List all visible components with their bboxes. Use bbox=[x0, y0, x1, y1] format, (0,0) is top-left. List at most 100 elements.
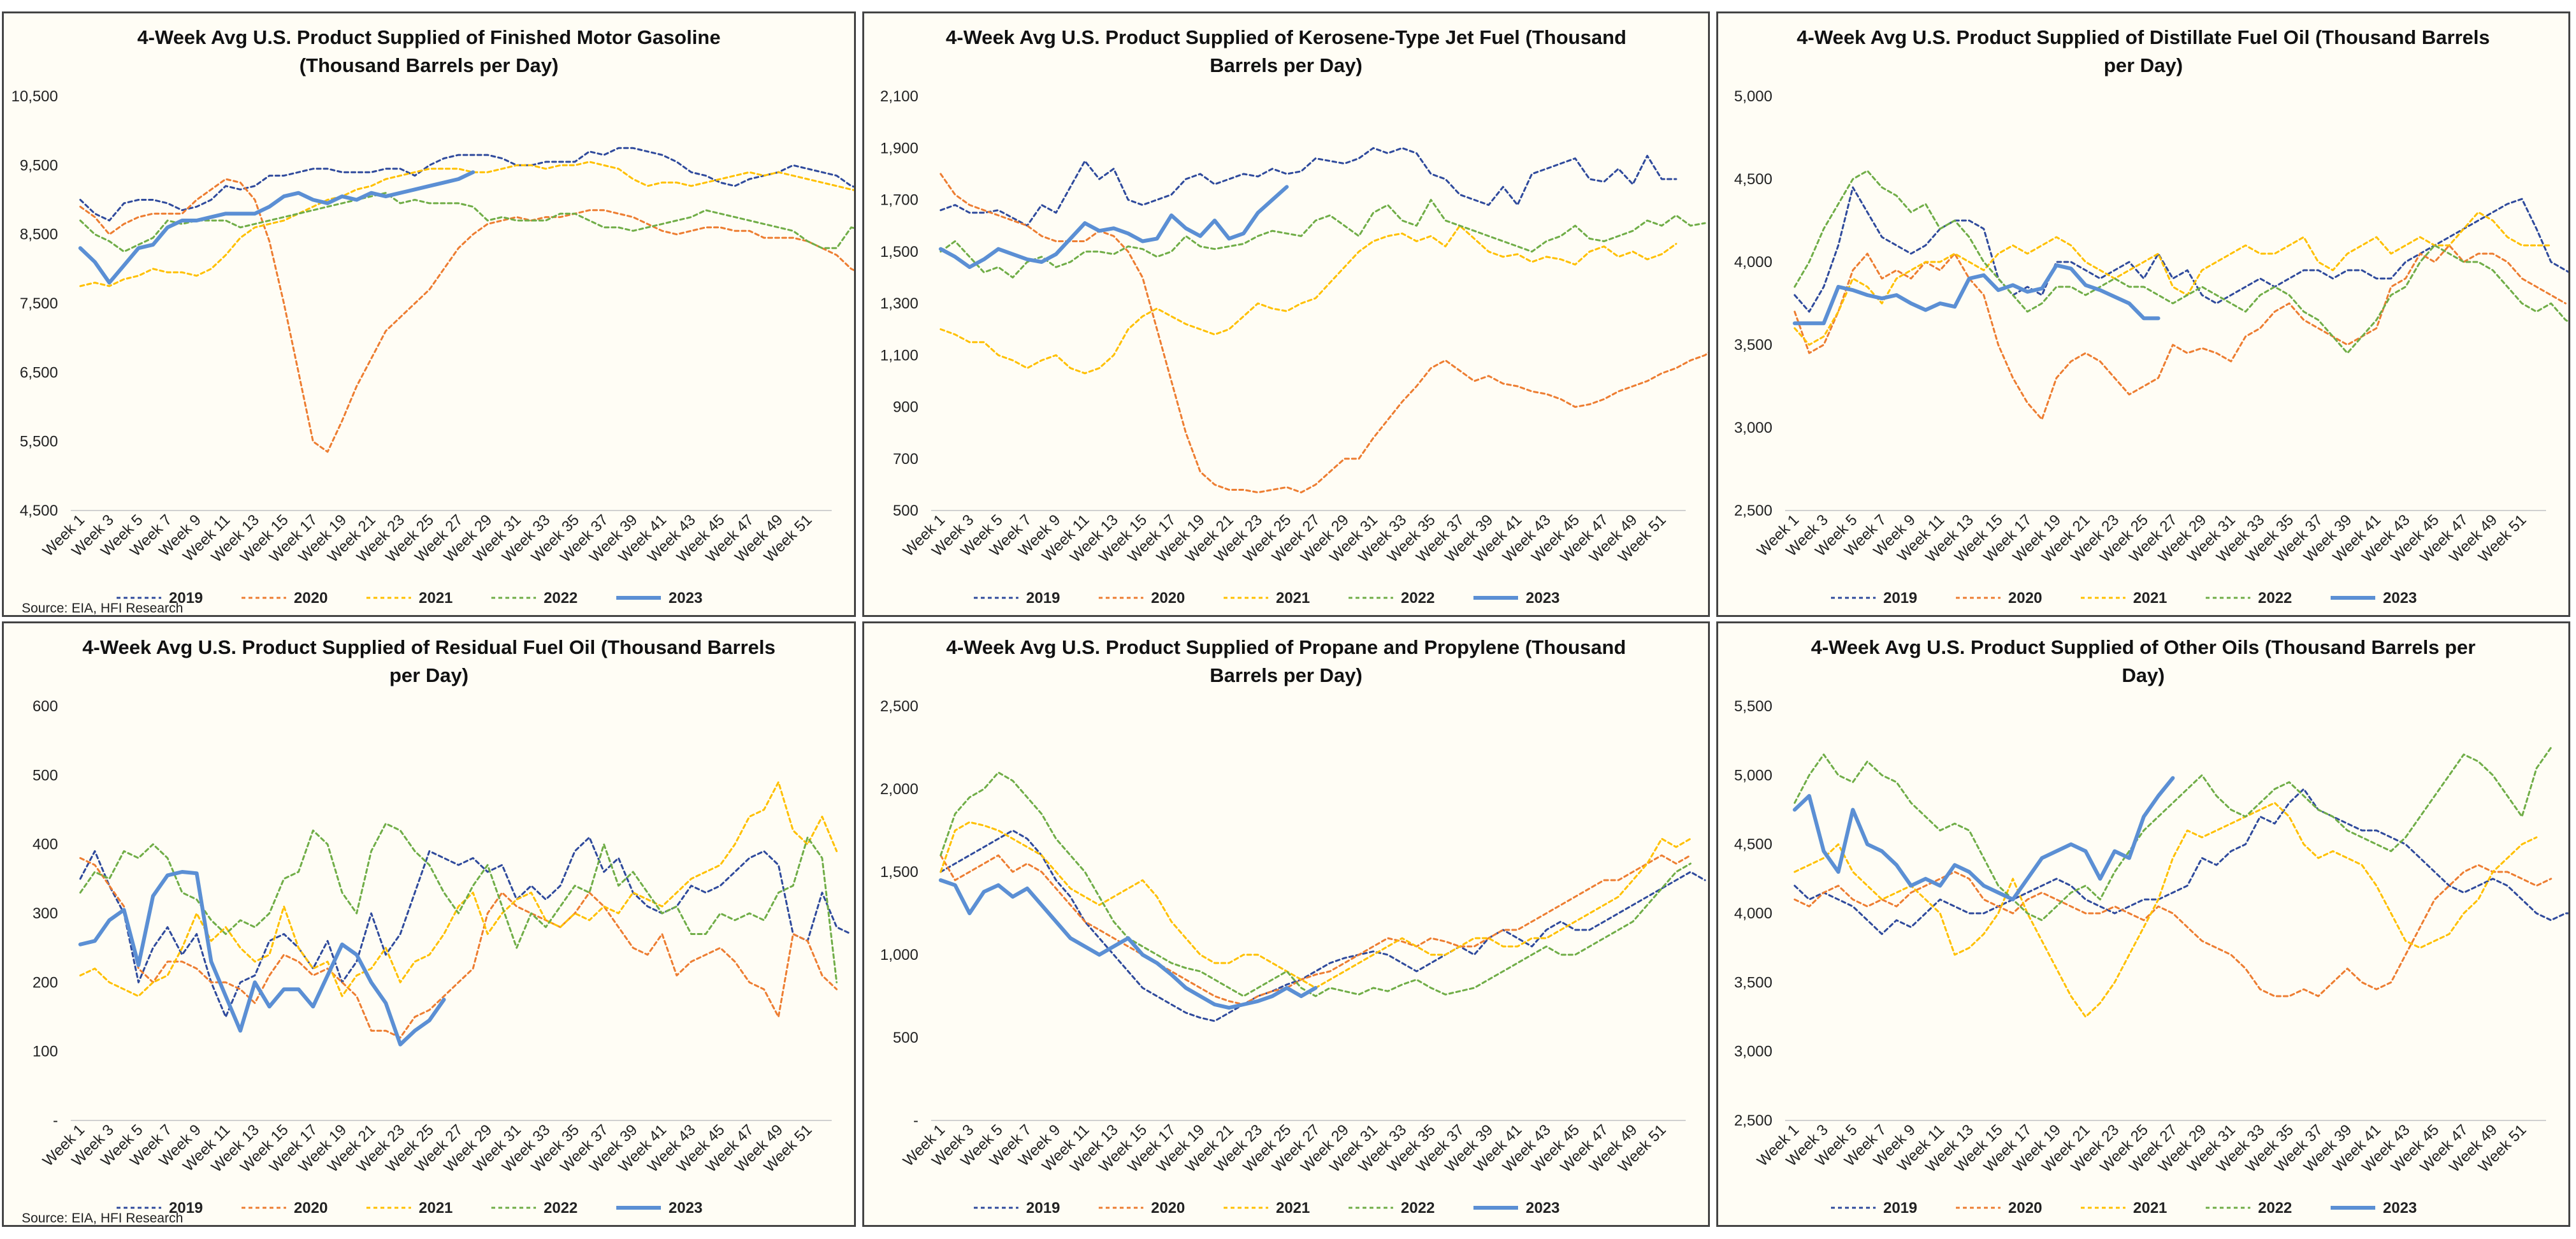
y-tick-label: 1,500 bbox=[880, 243, 918, 261]
chart-6: 4-Week Avg U.S. Product Supplied of Othe… bbox=[1734, 636, 2568, 1217]
y-tick-label: 4,000 bbox=[1734, 254, 1772, 271]
legend-label-2021: 2021 bbox=[419, 590, 452, 607]
chart-title-line: 4-Week Avg U.S. Product Supplied of Resi… bbox=[82, 636, 775, 658]
legend-label-2021: 2021 bbox=[2133, 590, 2167, 607]
chart-2: 4-Week Avg U.S. Product Supplied of Kero… bbox=[880, 26, 1708, 607]
legend-label-2021: 2021 bbox=[419, 1199, 452, 1217]
y-tick-label: 3,500 bbox=[1734, 974, 1772, 991]
legend-label-2020: 2020 bbox=[294, 590, 328, 607]
series-line-2021 bbox=[79, 161, 854, 287]
series-line-2022 bbox=[79, 822, 838, 983]
series-line-2019 bbox=[939, 829, 1706, 1022]
series-line-2019 bbox=[79, 836, 853, 1018]
y-tick-label: 1,000 bbox=[880, 946, 918, 964]
chart-4: 4-Week Avg U.S. Product Supplied of Resi… bbox=[33, 636, 853, 1217]
legend-label-2023: 2023 bbox=[1526, 590, 1559, 607]
series-line-2020 bbox=[79, 178, 854, 453]
chart-panel-3: 4-Week Avg U.S. Product Supplied of Dist… bbox=[1716, 11, 2570, 617]
legend-label-2021: 2021 bbox=[1276, 1199, 1310, 1217]
y-tick-label: 3,500 bbox=[1734, 337, 1772, 354]
chart-1: 4-Week Avg U.S. Product Supplied of Fini… bbox=[11, 26, 854, 607]
legend-label-2019: 2019 bbox=[169, 590, 203, 607]
y-tick-label: 9,500 bbox=[20, 157, 58, 174]
y-tick-label: - bbox=[53, 1112, 58, 1129]
chart-title-line: 4-Week Avg U.S. Product Supplied of Othe… bbox=[1811, 636, 2476, 658]
chart-panel-1: 4-Week Avg U.S. Product Supplied of Fini… bbox=[2, 11, 856, 617]
y-tick-label: 900 bbox=[893, 399, 918, 416]
legend-label-2022: 2022 bbox=[2258, 590, 2292, 607]
y-tick-label: 5,500 bbox=[1734, 698, 1772, 715]
y-tick-label: 500 bbox=[893, 502, 918, 519]
series-line-2023 bbox=[78, 170, 475, 285]
y-tick-label: 4,500 bbox=[1734, 171, 1772, 188]
chart-title-line: 4-Week Avg U.S. Product Supplied of Fini… bbox=[137, 26, 720, 48]
legend-label-2022: 2022 bbox=[1401, 590, 1435, 607]
chart-title-line: Day) bbox=[2122, 664, 2164, 686]
series-line-2023 bbox=[939, 185, 1289, 270]
legend-label-2020: 2020 bbox=[2008, 1199, 2042, 1217]
series-line-2021 bbox=[79, 781, 838, 997]
series-line-2021 bbox=[939, 821, 1692, 989]
y-tick-label: 5,500 bbox=[20, 433, 58, 451]
y-tick-label: 400 bbox=[33, 836, 58, 853]
series-line-2021 bbox=[1793, 211, 2552, 346]
y-tick-label: 1,500 bbox=[880, 864, 918, 881]
y-tick-label: 5,000 bbox=[1734, 767, 1772, 784]
source-note: Source: EIA, HFI Research bbox=[22, 1211, 184, 1226]
y-tick-label: - bbox=[913, 1112, 918, 1129]
y-tick-label: 10,500 bbox=[11, 88, 58, 105]
series-line-2021 bbox=[939, 224, 1677, 375]
series-line-2021 bbox=[1793, 802, 2538, 1018]
series-line-2023 bbox=[78, 870, 446, 1047]
legend-label-2020: 2020 bbox=[1151, 1199, 1185, 1217]
legend-label-2023: 2023 bbox=[1526, 1199, 1559, 1217]
series-line-2022 bbox=[939, 199, 1706, 279]
series-line-2020 bbox=[79, 857, 838, 1039]
chart-panel-4: 4-Week Avg U.S. Product Supplied of Resi… bbox=[2, 621, 856, 1227]
chart-title-line: 4-Week Avg U.S. Product Supplied of Kero… bbox=[946, 26, 1626, 48]
y-tick-label: 4,500 bbox=[1734, 836, 1772, 853]
legend-label-2022: 2022 bbox=[2258, 1199, 2292, 1217]
y-tick-label: 2,500 bbox=[880, 698, 918, 715]
series-line-2020 bbox=[1793, 864, 2552, 997]
legend-label-2019: 2019 bbox=[1026, 1199, 1060, 1217]
legend-label-2022: 2022 bbox=[544, 590, 577, 607]
series-line-2020 bbox=[939, 854, 1692, 1006]
chart-5: 4-Week Avg U.S. Product Supplied of Prop… bbox=[880, 636, 1706, 1217]
y-tick-label: 7,500 bbox=[20, 295, 58, 312]
y-tick-label: 6,500 bbox=[20, 364, 58, 381]
series-line-2022 bbox=[1793, 746, 2552, 922]
chart-title-line: (Thousand Barrels per Day) bbox=[300, 54, 559, 76]
y-tick-label: 500 bbox=[893, 1029, 918, 1047]
y-tick-label: 300 bbox=[33, 905, 58, 922]
series-line-2019 bbox=[939, 147, 1677, 227]
legend-label-2020: 2020 bbox=[294, 1199, 328, 1217]
chart-title-line: per Day) bbox=[389, 664, 468, 686]
source-note: Source: EIA, HFI Research bbox=[22, 601, 184, 616]
series-line-2019 bbox=[1793, 788, 2568, 935]
y-tick-label: 1,900 bbox=[880, 140, 918, 157]
y-tick-label: 3,000 bbox=[1734, 1043, 1772, 1061]
y-tick-label: 8,500 bbox=[20, 226, 58, 243]
y-tick-label: 1,700 bbox=[880, 192, 918, 209]
chart-panel-2: 4-Week Avg U.S. Product Supplied of Kero… bbox=[862, 11, 1710, 617]
y-tick-label: 1,300 bbox=[880, 295, 918, 312]
y-tick-label: 4,000 bbox=[1734, 905, 1772, 922]
series-line-2023 bbox=[1793, 263, 2160, 326]
y-tick-label: 2,000 bbox=[880, 781, 918, 798]
y-tick-label: 700 bbox=[893, 451, 918, 468]
legend-label-2019: 2019 bbox=[1883, 1199, 1917, 1217]
legend-label-2023: 2023 bbox=[2383, 1199, 2417, 1217]
y-tick-label: 600 bbox=[33, 698, 58, 715]
series-line-2022 bbox=[1793, 170, 2568, 354]
y-tick-label: 100 bbox=[33, 1043, 58, 1061]
y-tick-label: 4,500 bbox=[20, 502, 58, 519]
chart-title-line: 4-Week Avg U.S. Product Supplied of Dist… bbox=[1797, 26, 2489, 48]
y-tick-label: 5,000 bbox=[1734, 88, 1772, 105]
chart-title-line: Barrels per Day) bbox=[1210, 664, 1363, 686]
y-tick-label: 2,100 bbox=[880, 88, 918, 105]
y-tick-label: 200 bbox=[33, 974, 58, 991]
legend-label-2020: 2020 bbox=[1151, 590, 1185, 607]
y-tick-label: 2,500 bbox=[1734, 502, 1772, 519]
legend-label-2023: 2023 bbox=[669, 1199, 702, 1217]
